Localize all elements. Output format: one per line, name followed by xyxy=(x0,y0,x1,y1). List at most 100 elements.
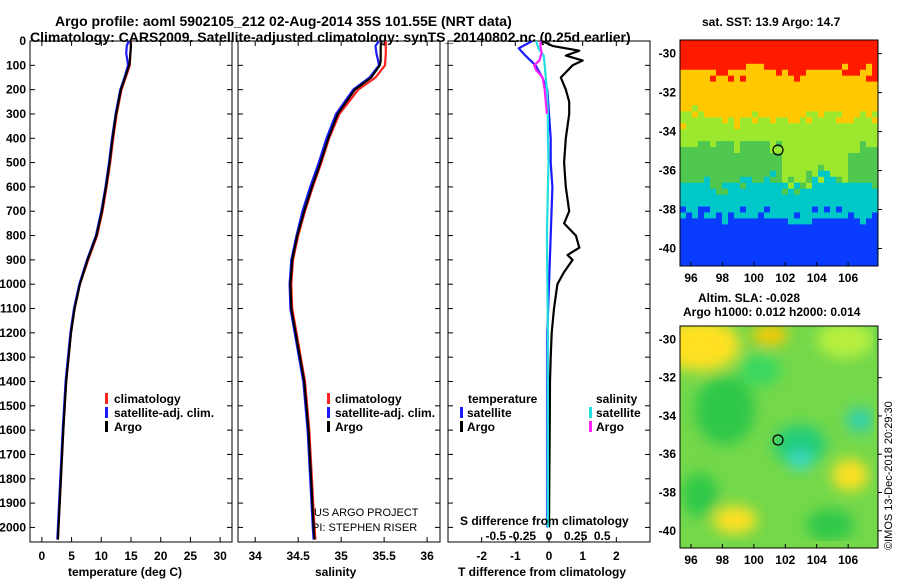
sst-cell xyxy=(830,135,837,142)
sst-cell xyxy=(788,164,795,172)
sst-cell xyxy=(770,254,777,261)
sst-cell xyxy=(836,57,843,65)
map-x-tick-label: 98 xyxy=(716,553,730,567)
sst-cell xyxy=(800,206,807,213)
sst-cell xyxy=(686,69,693,77)
sst-cell xyxy=(710,206,717,213)
sst-cell xyxy=(740,63,747,71)
sst-cell xyxy=(860,254,867,261)
legend-climatology-swatch xyxy=(105,393,108,404)
sst-cell xyxy=(764,260,771,266)
sst-cell xyxy=(734,182,741,190)
sst-cell xyxy=(770,105,777,112)
sst-cell xyxy=(836,105,843,112)
sst-cell xyxy=(728,188,735,196)
sst-cell xyxy=(860,105,867,112)
sst-cell xyxy=(752,254,759,261)
sst-cell xyxy=(692,194,699,201)
difference-legend: temperature salinity satellite Argo sate… xyxy=(460,392,641,434)
sst-cell xyxy=(794,111,801,118)
sst-heatmap xyxy=(680,40,878,266)
sst-cell xyxy=(704,141,711,148)
sst-cell xyxy=(740,111,747,118)
sst-cell xyxy=(716,224,723,231)
sst-cell xyxy=(686,99,693,106)
sst-cell xyxy=(812,164,819,172)
sla-blob xyxy=(817,326,873,358)
sst-cell xyxy=(830,123,837,130)
sst-cell xyxy=(758,147,765,154)
sst-cell xyxy=(854,40,861,47)
sst-cell xyxy=(770,57,777,65)
sst-cell xyxy=(680,105,687,112)
sla-blob xyxy=(752,326,788,345)
sst-cell xyxy=(866,57,873,65)
sst-cell xyxy=(872,81,878,88)
map-y-tick-label: -32 xyxy=(659,86,677,100)
sst-cell xyxy=(794,69,801,77)
sst-cell xyxy=(872,194,878,201)
sst-cell xyxy=(812,135,819,142)
sst-cell xyxy=(854,182,861,190)
sst-cell xyxy=(686,93,693,100)
sst-cell xyxy=(830,242,837,249)
sst-cell xyxy=(770,111,777,118)
sst-cell xyxy=(842,117,849,124)
sst-cell xyxy=(680,182,687,190)
sst-cell xyxy=(716,111,723,118)
x-tick-label: 10 xyxy=(95,549,109,563)
sst-cell xyxy=(704,99,711,106)
sst-cell xyxy=(776,129,783,136)
sst-cell xyxy=(818,158,825,166)
sst-cell xyxy=(788,129,795,136)
map-x-tick-label: 104 xyxy=(807,271,827,285)
sst-cell xyxy=(770,63,777,71)
sst-cell xyxy=(788,57,795,65)
sst-cell xyxy=(842,63,849,71)
sst-cell xyxy=(740,194,747,201)
sst-cell xyxy=(848,75,855,83)
salinity-axis-label: salinity xyxy=(315,565,357,579)
sst-cell xyxy=(722,242,729,249)
sst-cell xyxy=(704,57,711,65)
depth-tick-label: 1500 xyxy=(0,399,26,413)
sst-cell xyxy=(854,69,861,77)
sst-cell xyxy=(770,75,777,83)
sst-cell xyxy=(860,51,867,59)
sst-cell xyxy=(728,93,735,100)
sst-cell xyxy=(710,188,717,196)
sst-cell xyxy=(764,93,771,100)
sst-cell xyxy=(770,141,777,148)
sst-cell xyxy=(812,40,819,47)
sst-cell xyxy=(710,212,717,219)
sst-cell xyxy=(812,51,819,59)
sst-cell xyxy=(830,206,837,213)
sst-cell xyxy=(686,224,693,231)
sst-cell xyxy=(788,117,795,124)
sst-cell xyxy=(824,200,831,207)
sst-cell xyxy=(704,164,711,172)
sst-cell xyxy=(692,147,699,154)
sst-cell xyxy=(800,111,807,118)
sst-cell xyxy=(824,111,831,118)
sst-cell xyxy=(758,69,765,77)
sst-cell xyxy=(836,99,843,106)
salinity-ticks: 34 34.5 35 35.5 36 xyxy=(238,40,440,563)
sst-cell xyxy=(806,135,813,142)
sst-cell xyxy=(788,99,795,106)
sst-cell xyxy=(752,51,759,59)
sst-cell xyxy=(782,45,789,53)
sst-argo-marker xyxy=(772,144,784,156)
sst-cell xyxy=(818,164,825,172)
sst-cell xyxy=(842,87,849,94)
sst-cell xyxy=(704,248,711,255)
sst-cell xyxy=(698,75,705,83)
sst-cell xyxy=(788,111,795,118)
sst-cell xyxy=(764,87,771,94)
sst-cell xyxy=(818,141,825,148)
sst-cell xyxy=(716,260,723,266)
sst-cell xyxy=(740,242,747,249)
legend-t-argo-label: Argo xyxy=(467,420,495,434)
sst-cell xyxy=(758,236,765,243)
sst-cell xyxy=(752,230,759,237)
